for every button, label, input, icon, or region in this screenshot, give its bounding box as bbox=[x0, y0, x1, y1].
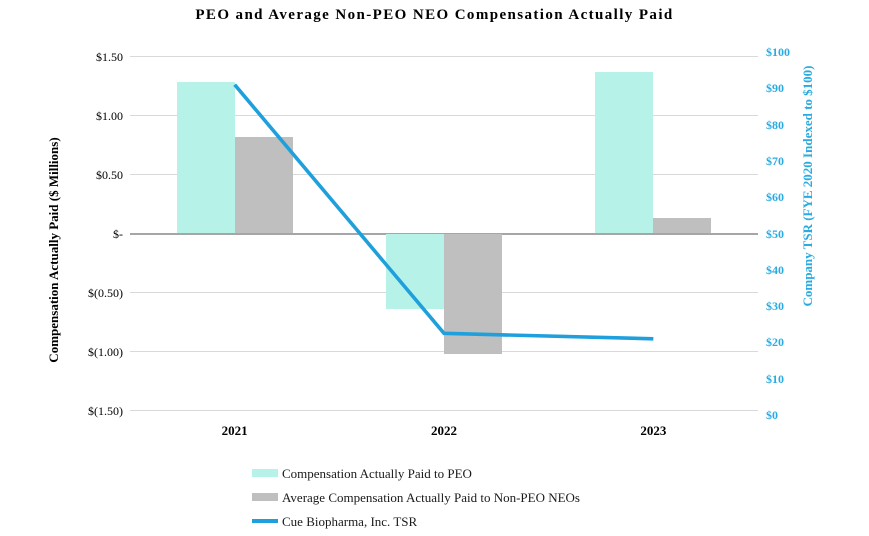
right-axis-tick-label: $90 bbox=[766, 81, 784, 96]
bar-peo-2021 bbox=[176, 82, 235, 234]
legend-label: Cue Biopharma, Inc. TSR bbox=[282, 513, 418, 529]
gridline bbox=[130, 174, 758, 175]
left-axis-tick-label: $(1.00) bbox=[88, 344, 123, 359]
right-axis-tick-label: $40 bbox=[766, 262, 784, 277]
right-axis-tick-label: $30 bbox=[766, 299, 784, 314]
plot-area bbox=[130, 52, 758, 415]
legend-item: Cue Biopharma, Inc. TSR bbox=[252, 509, 580, 533]
bar-non-peo-2023 bbox=[653, 218, 712, 234]
left-axis-tick-label: $1.00 bbox=[96, 108, 123, 123]
right-axis-tick-label: $60 bbox=[766, 190, 784, 205]
right-axis-tick-label: $70 bbox=[766, 153, 784, 168]
legend-item: Compensation Actually Paid to PEO bbox=[252, 461, 580, 485]
right-axis-tick-label: $10 bbox=[766, 371, 784, 386]
bar-non-peo-2021 bbox=[234, 136, 293, 234]
x-axis-label-2023: 2023 bbox=[640, 423, 667, 438]
right-axis-tick-label: $20 bbox=[766, 335, 784, 350]
bar-peo-2023 bbox=[595, 71, 654, 234]
x-axis-label-2022: 2022 bbox=[431, 423, 457, 438]
x-axis-label-2021: 2021 bbox=[221, 423, 248, 438]
legend: Compensation Actually Paid to PEO Average… bbox=[252, 461, 580, 533]
right-axis-tick-label: $100 bbox=[766, 45, 790, 59]
left-axis-tick-label: $1.50 bbox=[96, 49, 123, 64]
left-axis-tick-label: $- bbox=[113, 226, 123, 241]
right-axis-tick-label: $0 bbox=[766, 408, 778, 422]
legend-item: Average Compensation Actually Paid to No… bbox=[252, 485, 580, 509]
tsr-line-chart bbox=[233, 83, 654, 341]
legend-bar-swatch bbox=[252, 493, 278, 501]
gridline bbox=[130, 56, 758, 57]
legend-line-swatch bbox=[252, 519, 278, 523]
chart-title: PEO and Average Non-PEO NEO Compensation… bbox=[195, 7, 674, 23]
legend-label: Average Compensation Actually Paid to No… bbox=[282, 489, 580, 505]
legend-label: Compensation Actually Paid to PEO bbox=[282, 465, 472, 481]
legend-bar-swatch bbox=[252, 469, 278, 477]
left-axis-tick-label: $0.50 bbox=[96, 167, 123, 182]
gridline bbox=[130, 115, 758, 116]
gridline bbox=[130, 410, 758, 411]
right-axis-tick-label: $80 bbox=[766, 117, 784, 132]
left-axis-tick-label: $(0.50) bbox=[88, 285, 123, 300]
right-axis-tick-label: $50 bbox=[766, 226, 784, 241]
tsr-line bbox=[233, 83, 654, 341]
left-axis-tick-label: $(1.50) bbox=[88, 403, 123, 418]
